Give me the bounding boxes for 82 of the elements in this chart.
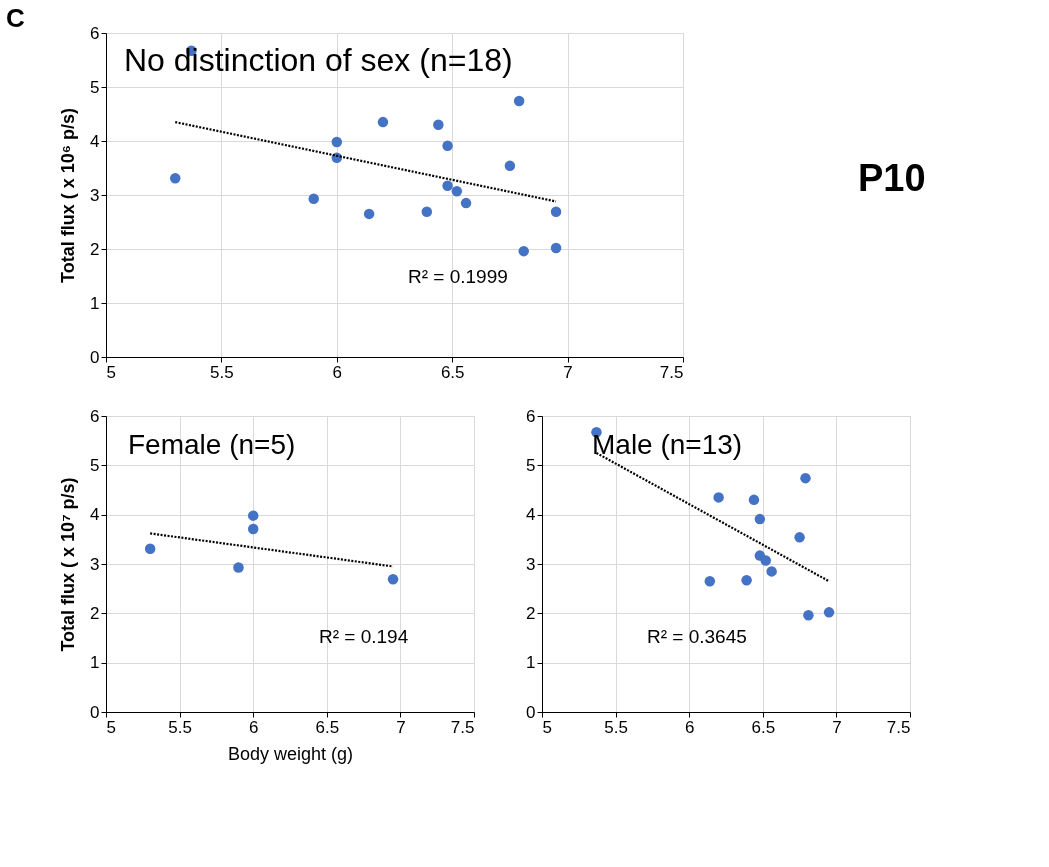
- point: [550, 206, 562, 217]
- annotation: R² = 0.3645: [647, 626, 747, 647]
- x-tick-label: 5: [106, 362, 116, 382]
- y-tick-label: 3: [90, 185, 100, 205]
- y-tick-label: 2: [90, 239, 100, 259]
- point: [331, 136, 343, 148]
- point: [421, 206, 433, 217]
- y-tick-label: 5: [90, 455, 100, 475]
- y-tick-label: 0: [90, 702, 100, 722]
- x-tick-label: 7.5: [886, 717, 911, 737]
- point: [460, 197, 472, 209]
- y-tick-label: 6: [90, 406, 100, 426]
- point: [387, 574, 399, 585]
- point: [170, 173, 181, 184]
- point: [144, 543, 156, 554]
- point: [803, 610, 814, 621]
- y-tick-label: 1: [90, 653, 100, 673]
- y-tick-label: 5: [526, 455, 536, 475]
- y-tick-label: 3: [90, 554, 100, 574]
- point: [513, 95, 525, 107]
- y-tick-label: 2: [90, 603, 100, 623]
- x-tick-label: 5.5: [604, 717, 628, 737]
- y-tick-label: 6: [526, 406, 536, 426]
- y-tick-label: 4: [90, 505, 100, 525]
- x-tick-label: 6.5: [440, 362, 465, 382]
- x-tick-label: 6.5: [751, 717, 776, 737]
- y-tick-label: 6: [90, 23, 100, 43]
- point: [233, 562, 244, 573]
- y-tick-label: 4: [526, 505, 536, 525]
- point: [247, 510, 259, 521]
- x-tick-label: 7.5: [450, 717, 475, 737]
- x-tick-label: 5.5: [168, 717, 192, 737]
- annotation: R² = 0.1999: [408, 266, 508, 287]
- point: [451, 185, 463, 197]
- point: [377, 116, 389, 128]
- y-tick-label: 0: [90, 347, 100, 367]
- y-tick-label: 3: [526, 554, 536, 574]
- text: P10: [858, 157, 926, 199]
- x-tick-label: 5: [542, 717, 552, 737]
- point: [766, 566, 777, 577]
- x-axis-title: Body weight (g): [227, 743, 354, 764]
- point: [504, 160, 516, 172]
- x-tick-label: 7: [396, 717, 406, 737]
- point: [442, 180, 453, 192]
- point: [247, 523, 259, 535]
- point: [433, 119, 444, 131]
- point: [550, 242, 562, 254]
- y-tick-label: 5: [90, 77, 100, 97]
- point: [754, 513, 766, 525]
- annotation: R² = 0.194: [319, 626, 409, 647]
- text: C: [6, 3, 25, 33]
- point: [363, 208, 375, 220]
- x-tick-label: 6: [684, 717, 695, 737]
- chart-title: No distinction of sex (n=18): [124, 42, 513, 78]
- point: [518, 245, 529, 257]
- y-tick-label: 2: [526, 603, 536, 623]
- point: [713, 492, 724, 503]
- point: [308, 193, 319, 205]
- x-tick-label: 7.5: [659, 362, 684, 382]
- y-axis-title: Total flux ( x 10⁶ p/s): [58, 108, 79, 283]
- point: [704, 576, 716, 587]
- point: [760, 555, 771, 566]
- x-tick-label: 7: [832, 717, 842, 737]
- y-axis-title: Total flux ( x 10⁷ p/s): [58, 477, 79, 652]
- x-tick-label: 6.5: [315, 717, 340, 737]
- point: [442, 140, 453, 152]
- x-tick-label: 6: [332, 362, 343, 382]
- y-tick-label: 1: [526, 653, 536, 673]
- point: [823, 607, 835, 618]
- x-tick-label: 6: [248, 717, 259, 737]
- point: [741, 575, 752, 586]
- x-tick-label: 5.5: [210, 362, 234, 382]
- point: [794, 532, 805, 543]
- y-tick-label: 0: [526, 702, 536, 722]
- point: [800, 472, 811, 484]
- point: [748, 494, 760, 506]
- x-tick-label: 7: [563, 362, 573, 382]
- text: Female (n=5): [128, 429, 296, 460]
- text: Male (n=13): [592, 429, 743, 460]
- y-tick-label: 4: [90, 131, 100, 151]
- y-tick-label: 1: [90, 293, 100, 313]
- x-tick-label: 5: [106, 717, 116, 737]
